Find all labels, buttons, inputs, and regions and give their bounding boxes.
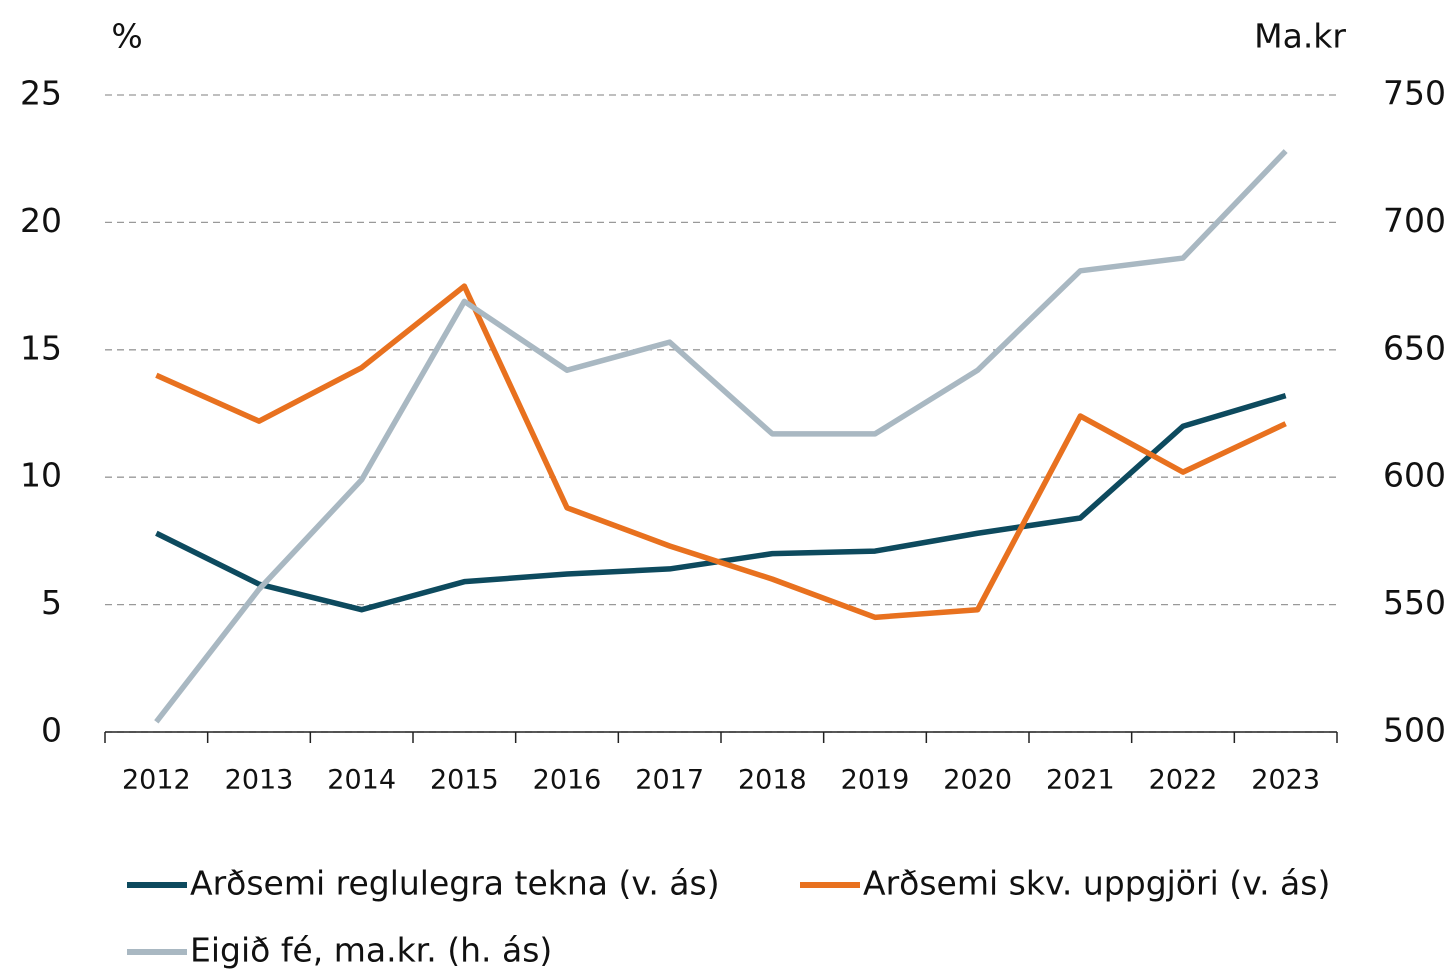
y-axis-label: % xyxy=(111,17,142,56)
series-line xyxy=(155,283,1287,621)
series-line xyxy=(155,393,1287,613)
legend-label: Arðsemi reglulegra tekna (v. ás) xyxy=(190,864,720,903)
x-tick-label: 2015 xyxy=(430,765,499,796)
y-tick-label: 0 xyxy=(41,711,62,750)
legend-label: Eigið fé, ma.kr. (h. ás) xyxy=(190,931,552,970)
x-tick-label: 2023 xyxy=(1251,765,1320,796)
series-line xyxy=(154,149,1288,724)
x-tick-label: 2021 xyxy=(1046,765,1115,796)
y2-axis-label: Ma.kr xyxy=(1254,17,1346,56)
x-tick-label: 2013 xyxy=(225,765,294,796)
x-tick-label: 2017 xyxy=(635,765,704,796)
x-tick-label: 2022 xyxy=(1149,765,1218,796)
x-tick-label: 2012 xyxy=(122,765,191,796)
x-tick-label: 2014 xyxy=(327,765,396,796)
y2-tick-label: 750 xyxy=(1383,74,1446,113)
x-tick-label: 2016 xyxy=(533,765,602,796)
y2-tick-label: 650 xyxy=(1383,328,1446,367)
y-tick-label: 20 xyxy=(20,201,62,240)
x-tick-label: 2019 xyxy=(841,765,910,796)
y-tick-label: 15 xyxy=(20,328,62,367)
y-tick-label: 10 xyxy=(20,456,62,495)
y2-tick-label: 550 xyxy=(1383,583,1446,622)
y-tick-label: 5 xyxy=(41,583,62,622)
y-tick-label: 25 xyxy=(20,74,62,113)
x-tick-label: 2020 xyxy=(943,765,1012,796)
y2-tick-label: 700 xyxy=(1383,201,1446,240)
x-tick-label: 2018 xyxy=(738,765,807,796)
legend-label: Arðsemi skv. uppgjöri (v. ás) xyxy=(863,864,1330,903)
y2-tick-label: 500 xyxy=(1383,711,1446,750)
y2-tick-label: 600 xyxy=(1383,456,1446,495)
